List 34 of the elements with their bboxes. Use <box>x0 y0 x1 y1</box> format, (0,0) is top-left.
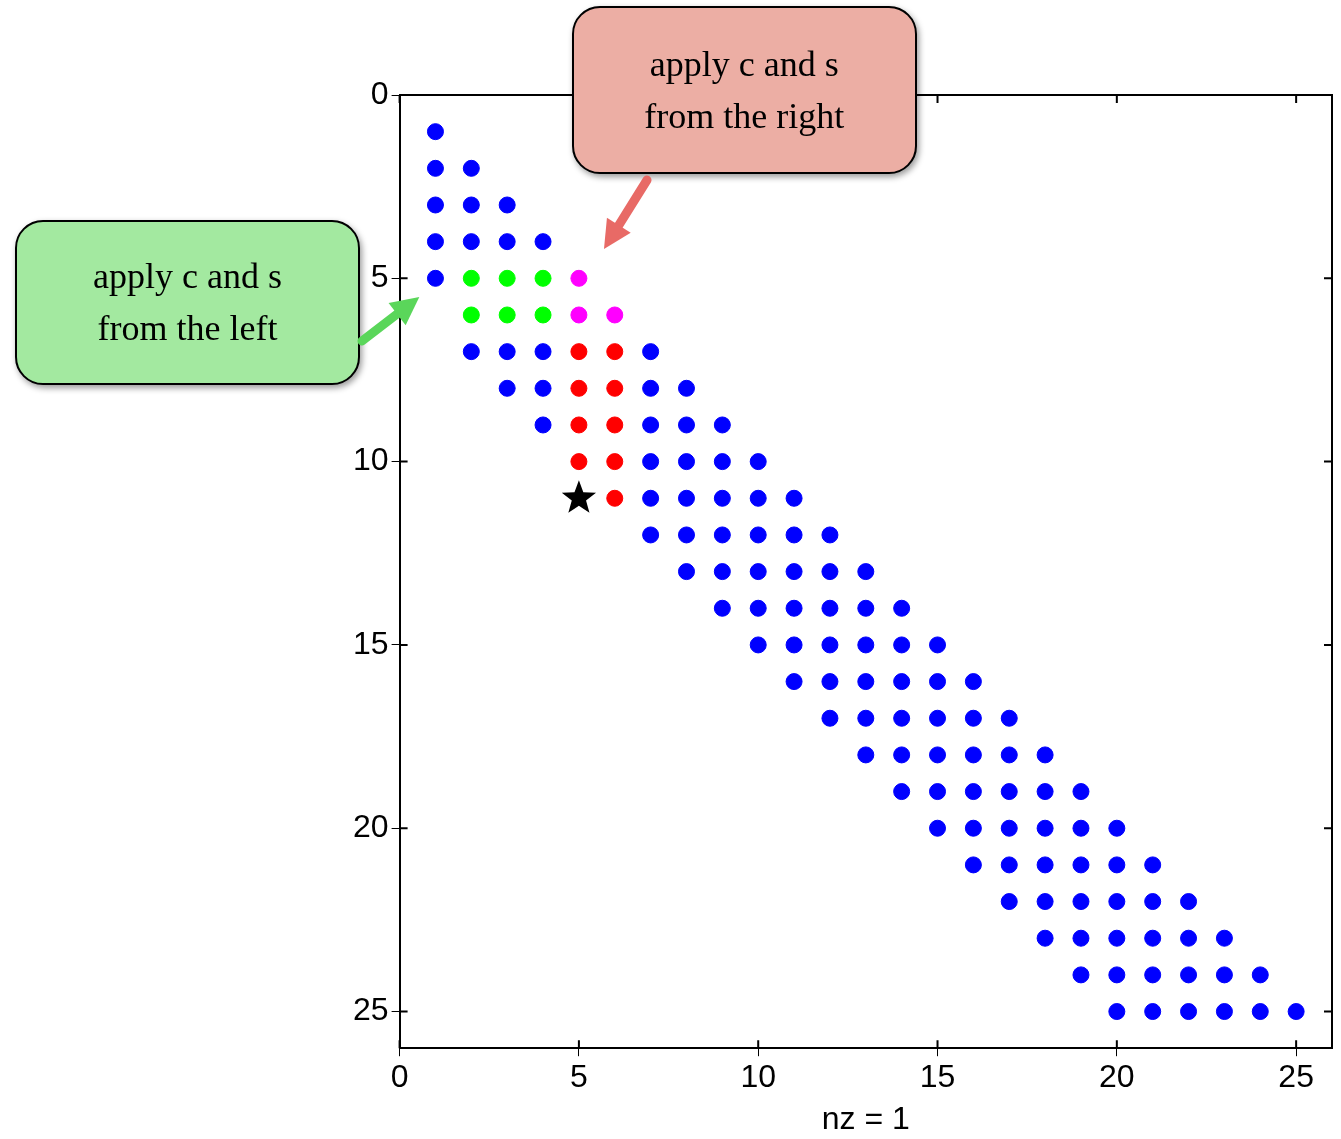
point <box>498 306 516 324</box>
y-tick-label: 10 <box>353 441 389 478</box>
y-tick-label: 0 <box>370 74 389 111</box>
point <box>462 306 480 324</box>
x-tick-label: 15 <box>919 1058 956 1095</box>
y-tick-label: 20 <box>353 808 389 845</box>
point <box>570 416 588 434</box>
x-tick-label: 10 <box>740 1058 777 1095</box>
point <box>570 379 588 397</box>
point <box>606 379 624 397</box>
y-tick-label: 15 <box>353 624 389 661</box>
x-tick-label: 5 <box>570 1058 588 1095</box>
annotation: apply c and s from the right <box>643 43 846 138</box>
point <box>534 306 552 324</box>
callout-box: apply c and s from the right <box>571 6 917 174</box>
point <box>606 453 624 471</box>
point <box>534 269 552 287</box>
point <box>570 343 588 361</box>
x-tick-label: 25 <box>1278 1058 1314 1095</box>
y-tick-label: 25 <box>353 991 389 1028</box>
x-tick-label: 20 <box>1099 1058 1135 1095</box>
point <box>561 480 597 513</box>
point <box>462 269 480 287</box>
point <box>606 306 624 324</box>
point <box>570 269 588 287</box>
point <box>570 453 588 471</box>
point <box>606 343 624 361</box>
point <box>498 269 516 287</box>
callout-box: apply c and s from the left <box>15 219 360 385</box>
point <box>606 489 624 507</box>
x-axis-title: nz = 1 <box>821 1099 910 1136</box>
point <box>606 416 624 434</box>
y-tick-label: 5 <box>370 258 389 295</box>
point <box>570 306 588 324</box>
